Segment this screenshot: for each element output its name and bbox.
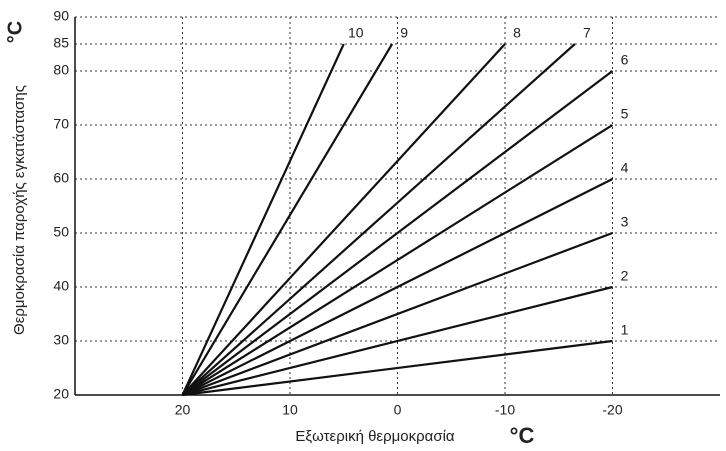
curve xyxy=(182,339,613,397)
curve xyxy=(182,231,613,397)
curve-label: 5 xyxy=(621,106,629,122)
x-axis-title: Εξωτερική θερμοκρασία xyxy=(295,428,455,445)
curve-label: 2 xyxy=(621,268,629,284)
x-tick-label: -20 xyxy=(602,402,622,418)
curve-label: 7 xyxy=(583,25,591,41)
x-axis-unit: °C xyxy=(510,423,535,448)
curve xyxy=(181,43,345,396)
y-tick-label: 50 xyxy=(53,224,69,240)
curve-label: 3 xyxy=(621,214,629,230)
curve-label: 6 xyxy=(621,52,629,68)
curve-label: 1 xyxy=(621,322,629,338)
y-axis-unit: °C xyxy=(4,21,26,43)
y-tick-label: 70 xyxy=(53,116,69,132)
curve-label: 9 xyxy=(400,25,408,41)
x-tick-label: 10 xyxy=(282,402,298,418)
curve-label: 10 xyxy=(348,25,364,41)
curve xyxy=(182,178,613,396)
y-tick-label: 60 xyxy=(53,170,69,186)
curve xyxy=(181,124,614,396)
curve xyxy=(182,285,613,397)
y-axis-title: Θερμοκρασία παροχής εγκατάστασης xyxy=(11,85,28,335)
y-tick-label: 20 xyxy=(53,386,69,402)
x-tick-label: 0 xyxy=(394,402,402,418)
y-tick-label: 40 xyxy=(53,278,69,294)
y-tick-label: 80 xyxy=(53,62,69,78)
y-tick-label: 90 xyxy=(53,8,69,24)
y-tick-label: 30 xyxy=(53,332,69,348)
curve xyxy=(181,43,506,396)
y-tick-label: 85 xyxy=(53,35,69,51)
x-tick-label: 20 xyxy=(175,402,191,418)
x-tick-label: -10 xyxy=(495,402,515,418)
curve-label: 8 xyxy=(513,25,521,41)
curve xyxy=(181,70,614,396)
curve-label: 4 xyxy=(621,160,629,176)
curve xyxy=(181,43,576,396)
curve xyxy=(181,43,394,396)
